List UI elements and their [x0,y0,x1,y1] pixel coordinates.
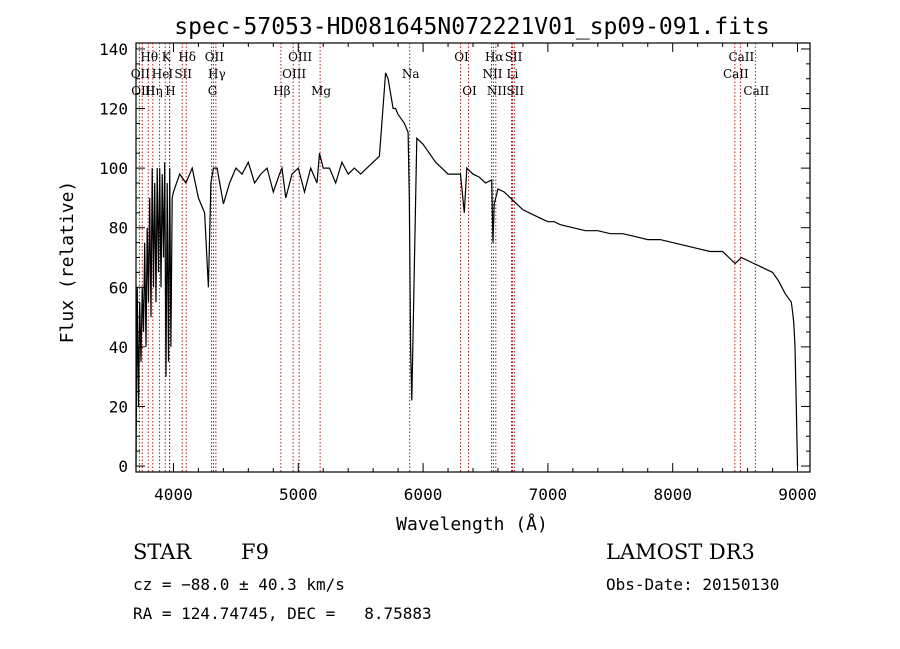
y-tick-label: 100 [99,159,128,178]
line-label: CaII [723,67,749,81]
line-label: Hθ [140,50,158,64]
line-label: Li [507,67,519,81]
spectral-subclass: F9 [241,540,269,564]
line-label: Hβ [273,84,290,98]
chart-title: spec-57053-HD081645N072221V01_sp09-091.f… [174,14,769,40]
y-tick-label: 60 [109,278,128,297]
x-axis-label: Wavelength (Å) [396,513,548,535]
line-label: OIII [288,50,312,64]
plot-frame [135,42,811,473]
x-tick-label: 5000 [279,485,318,504]
line-label: Na [402,67,420,81]
survey-name: LAMOST DR3 [606,540,755,564]
line-label: OII [205,50,225,64]
line-label: Mg [311,84,331,98]
line-label: NII [482,67,502,81]
line-label: SII [174,67,192,81]
spectrum-line [135,72,799,467]
line-label: K [162,50,172,64]
line-label: SII [505,50,523,64]
line-label: OI [462,84,477,98]
coordinates: RA = 124.74745, DEC = 8.75883 [133,604,432,623]
line-label: SII [506,84,524,98]
line-label: OI [454,50,469,64]
line-label: I [168,67,173,81]
line-label: Hγ [208,67,226,81]
y-tick-label: 20 [109,397,128,416]
line-label: H [165,84,175,98]
line-label: Hδ [178,50,196,64]
line-label: NII [487,84,507,98]
y-axis-label: Flux (relative) [57,181,78,344]
line-label: Hα [485,50,504,64]
x-tick-label: 6000 [404,485,443,504]
x-tick-label: 9000 [778,485,817,504]
x-tick-label: 7000 [529,485,568,504]
line-label: He [152,67,170,81]
y-tick-label: 140 [99,40,128,59]
line-label: G [208,84,218,98]
y-tick-label: 40 [109,338,128,357]
x-tick-label: 8000 [653,485,692,504]
redshift-value: cz = −88.0 ± 40.3 km/s [133,575,345,594]
y-tick-label: 0 [118,457,128,476]
observation-date: Obs-Date: 20150130 [606,575,780,594]
line-label: CaII [728,50,754,64]
object-class: STAR [133,540,192,564]
y-tick-label: 80 [109,219,128,238]
x-tick-label: 4000 [154,485,193,504]
line-label: OIII [282,67,306,81]
line-label: CaII [743,84,769,98]
line-label: OIII [131,84,155,98]
y-tick-label: 120 [99,100,128,119]
line-label: Hη [145,84,163,98]
line-label: OII [131,67,151,81]
